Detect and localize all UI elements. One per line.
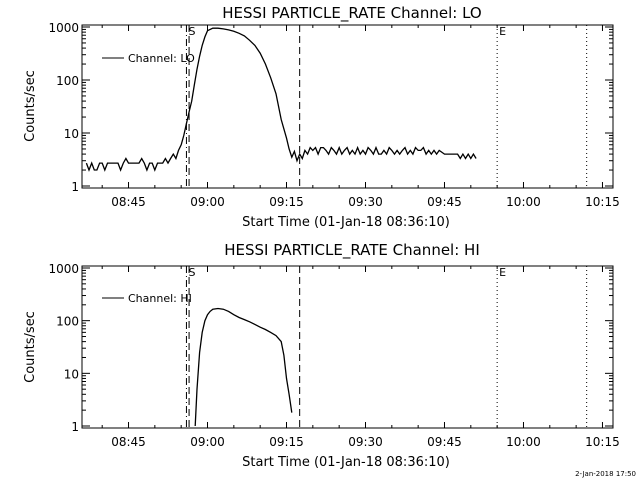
x-tick-label: 10:15 xyxy=(585,195,620,209)
chart-title-hi: HESSI PARTICLE_RATE Channel: HI xyxy=(224,241,480,260)
y-tick-label: 10 xyxy=(64,367,79,381)
x-tick-label: 09:15 xyxy=(269,195,304,209)
series-line-lo xyxy=(85,27,477,172)
time-marker-label: E xyxy=(499,266,506,279)
x-tick-label: 09:00 xyxy=(190,435,225,449)
y-tick-label: 100 xyxy=(56,315,79,329)
y-tick-label: 1 xyxy=(71,420,79,434)
y-axis-label-lo: Counts/sec xyxy=(23,70,38,142)
time-marker-label: S xyxy=(188,25,195,38)
y-tick-label: 1 xyxy=(71,180,79,194)
legend-label-lo: Channel: LO xyxy=(128,52,195,65)
legend-lo: Channel: LO xyxy=(102,52,195,65)
x-tick-label: 09:30 xyxy=(348,435,383,449)
x-tick-label: 10:15 xyxy=(585,435,620,449)
x-tick-label: 09:45 xyxy=(427,435,462,449)
x-axis-label-lo: Start Time (01-Jan-18 08:36:10) xyxy=(242,215,450,230)
y-tick-label: 10 xyxy=(64,127,79,141)
time-marker-label: E xyxy=(499,25,506,38)
chart-title-lo: HESSI PARTICLE_RATE Channel: LO xyxy=(222,4,481,23)
series-line-hi xyxy=(194,307,293,427)
x-axis-label-hi: Start Time (01-Jan-18 08:36:10) xyxy=(242,455,450,470)
x-tick-label: 09:15 xyxy=(269,435,304,449)
y-tick-label: 1000 xyxy=(48,262,79,276)
x-tick-label: 10:00 xyxy=(506,195,541,209)
y-axis-label-hi: Counts/sec xyxy=(23,311,38,383)
plot-layer-hi: 08:45 09:00 09:15 09:30 09:45 10:00 10:15 1 10 10… xyxy=(48,262,619,449)
x-tick-label: 09:00 xyxy=(190,195,225,209)
y-tick-label: 100 xyxy=(56,74,79,88)
plot-layer-lo: 08:45 09:00 09:15 09:30 09:45 10:00 10:15 1 10 10… xyxy=(48,21,619,209)
plot-frame-hi xyxy=(81,265,614,429)
x-tick-label: 09:45 xyxy=(427,195,462,209)
time-marker-label: S xyxy=(188,266,195,279)
x-tick-label: 10:00 xyxy=(506,435,541,449)
y-tick-label: 1000 xyxy=(48,21,79,35)
x-tick-label: 09:30 xyxy=(348,195,383,209)
chart-panel-hi: HESSI PARTICLE_RATE Channel: HI Counts/s… xyxy=(23,241,620,470)
legend-label-hi: Channel: HI xyxy=(128,292,192,305)
timestamp-stamp: 2-Jan-2018 17:50 xyxy=(575,470,636,478)
chart-panel-lo: HESSI PARTICLE_RATE Channel: LO Counts/s… xyxy=(23,4,620,230)
plot-frame-lo xyxy=(81,24,614,189)
x-tick-label: 08:45 xyxy=(111,435,146,449)
legend-hi: Channel: HI xyxy=(102,292,192,305)
x-tick-label: 08:45 xyxy=(111,195,146,209)
